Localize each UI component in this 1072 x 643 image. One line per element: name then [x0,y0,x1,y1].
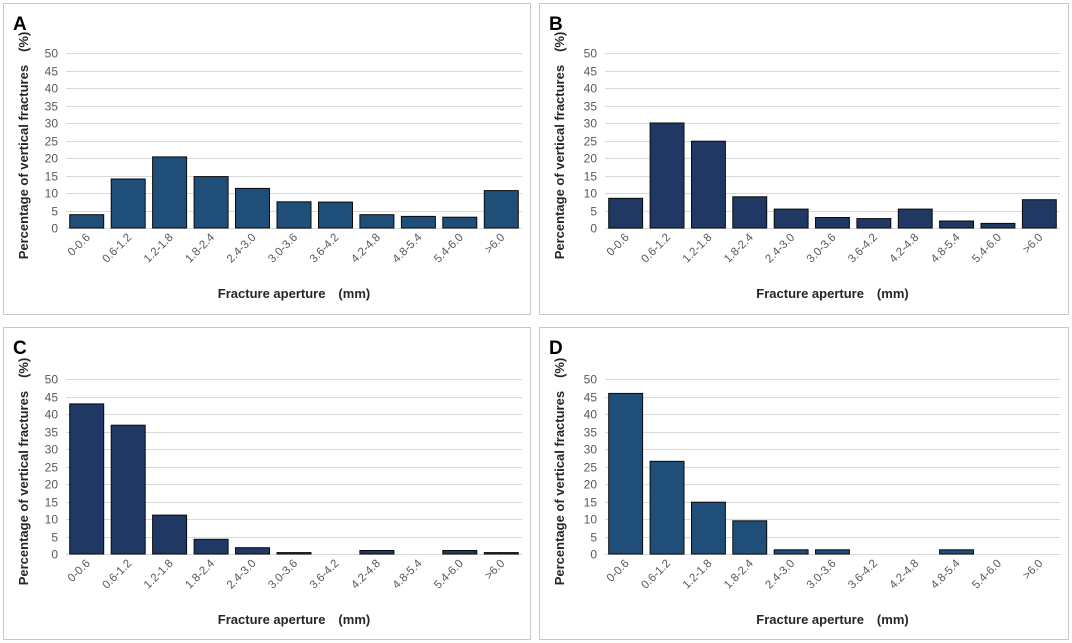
panel-b-ytick-label: 35 [584,100,598,114]
panel-a-bar [483,190,519,229]
panel-a-bar [69,214,105,229]
panel-c-bar [69,403,105,555]
panel-c-xlabel: Fracture aperture (mm) [218,612,370,627]
panel-c-ylabel: Percentage of vertical fractures (%) [16,358,31,586]
panel-a-bar [193,176,229,229]
panel-b-bar [691,140,726,229]
panel-a-ytick-label: 20 [45,152,59,166]
panel-d-bar [773,549,809,555]
panel-b-ytick-label: 40 [584,82,598,96]
panel-a-ytick-label: 15 [45,170,59,184]
panel-c-ytick-label: 25 [45,461,59,475]
panel-d-ytick-label: 25 [584,461,598,475]
panel-b-bar [897,208,933,229]
panel-c-bar [442,550,478,555]
panel-b-ytick-label: 20 [584,152,598,166]
panel-d-ytick-label: 40 [584,408,598,422]
panel-a-letter: A [13,14,27,35]
panel-a-ytick-label: 5 [51,205,58,219]
panel-a-xlabel: Fracture aperture (mm) [218,286,370,301]
panel-c-bar [110,424,146,555]
panel-a-ylabel: Percentage of vertical fractures (%) [16,32,31,260]
panel-c-ytick-label: 5 [51,531,58,545]
panel-d-ytick-label: 5 [590,531,597,545]
panel-c-ytick-label: 10 [45,513,59,527]
panel-b-ytick-label: 0 [590,222,597,236]
panel-a-ytick-label: 50 [45,47,59,61]
panel-d-letter: D [549,338,563,359]
panel-c-bar [193,538,229,555]
panel-b-ytick-label: 15 [584,170,598,184]
panel-a-ytick-label: 40 [45,82,59,96]
panel-c-ytick-label: 45 [45,391,59,405]
panel-b-ytick-label: 25 [584,135,598,149]
panel-c-bar [235,547,270,555]
panel-d-ytick-label: 15 [584,496,598,510]
panel-d-ylabel: Percentage of vertical fractures (%) [552,358,567,586]
panel-d-bar [649,460,685,555]
panel-d-ytick-label: 0 [590,548,597,562]
panel-a-bar [110,178,146,229]
panel-d-bar [815,549,850,555]
panel-d-bar [939,549,974,555]
panel-a-ytick-label: 0 [51,222,58,236]
panel-d-bar [608,392,644,555]
panel-c-ytick-label: 15 [45,496,59,510]
panel-b-bar [1021,199,1057,229]
panel-c-ytick-label: 40 [45,408,59,422]
panel-b-xlabel: Fracture aperture (mm) [756,286,908,301]
panel-b-ytick-label: 50 [584,47,598,61]
panel-b-bar [939,220,974,229]
panel-b-bar [856,218,892,229]
panel-c-bar [359,550,395,555]
panel-c-ytick-label: 50 [45,373,59,387]
panel-c-ytick-label: 20 [45,478,59,492]
panel-b-ytick-label: 5 [590,205,597,219]
panel-d-ytick-label: 20 [584,478,598,492]
panel-b-bar [649,122,685,229]
panel-a-bar [235,187,270,229]
panel-d-bar [691,501,726,555]
panel-b-bar [773,208,809,229]
panel-b-bar [815,217,850,229]
panel-a-bar [359,214,395,229]
panel-c-letter: C [13,338,27,359]
panel-d-ytick-label: 35 [584,426,598,440]
panel-d-ytick-label: 45 [584,391,598,405]
panel-a-ytick-label: 45 [45,65,59,79]
panel-b-bar [732,196,768,229]
panel-a-bar [276,201,312,229]
panel-a-ytick-label: 25 [45,135,59,149]
panel-d-bar [732,520,768,555]
panel-a-bar [318,201,353,229]
panel-b-bar [980,222,1016,229]
panel-a-bar [152,156,188,229]
panel-b-ytick-label: 30 [584,117,598,131]
panel-a-bar [442,216,478,229]
panel-d-xlabel: Fracture aperture (mm) [756,612,908,627]
panel-c-bar [483,552,519,555]
panel-c-ytick-label: 0 [51,548,58,562]
panel-b-ylabel: Percentage of vertical fractures (%) [552,32,567,260]
panel-a-bar [400,215,436,229]
panel-a-ytick-label: 30 [45,117,59,131]
panel-b-ytick-label: 10 [584,187,598,201]
panel-d-ytick-label: 50 [584,373,598,387]
panel-d-ytick-label: 10 [584,513,598,527]
panel-a-ytick-label: 10 [45,187,59,201]
panel-c-ytick-label: 30 [45,443,59,457]
panel-c-ytick-label: 35 [45,426,59,440]
panel-c-bar [276,552,312,555]
panel-c-bar [152,514,188,555]
panel-b-bar [608,197,644,229]
panel-b-letter: B [549,14,563,35]
panel-d-ytick-label: 30 [584,443,598,457]
panel-b-ytick-label: 45 [584,65,598,79]
panel-a-ytick-label: 35 [45,100,59,114]
